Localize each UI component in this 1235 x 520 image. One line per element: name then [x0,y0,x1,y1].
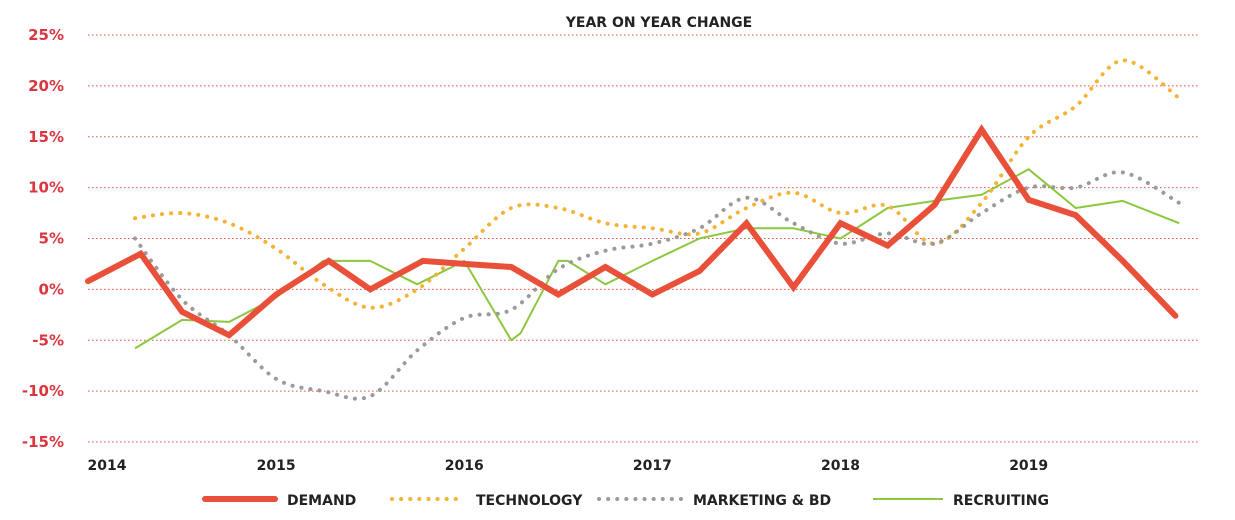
y-tick-label: -15% [22,433,64,451]
gridlines [88,34,1198,443]
legend-item-recruiting: RECRUITING [873,493,1049,509]
y-tick-label: 25% [28,26,64,44]
x-tick-label: 2016 [445,458,484,474]
series-line-technology [133,58,1182,310]
legend-label: TECHNOLOGY [476,493,583,509]
legend-label: DEMAND [287,493,356,509]
series-line-recruiting [134,168,1180,350]
x-axis-ticks: 2014 2015 2016 2017 2018 2019 [88,458,1049,474]
y-tick-label: -10% [22,382,64,400]
legend-label: RECRUITING [953,493,1049,509]
x-tick-label: 2018 [821,458,860,474]
y-tick-label: 10% [28,179,64,197]
x-tick-label: 2014 [88,458,127,474]
legend-item-demand: DEMAND [202,493,356,509]
legend: DEMAND TECHNOLOGY MARKETING & BD RECRUITING [202,493,1049,509]
legend-label: MARKETING & BD [693,493,831,509]
legend-item-marketing-bd: MARKETING & BD [597,493,831,509]
series-layer [85,58,1182,401]
y-tick-label: 5% [39,230,64,248]
y-tick-label: 15% [28,128,64,146]
chart-title: YEAR ON YEAR CHANGE [565,15,752,31]
series-line-demand [85,124,1179,339]
x-tick-label: 2017 [633,458,672,474]
y-axis-ticks: 25% 20% 15% 10% 5% 0% -5% -10% -15% [22,26,64,451]
y-tick-label: 20% [28,77,64,95]
legend-item-technology: TECHNOLOGY [390,493,583,509]
y-tick-label: 0% [39,280,64,298]
x-tick-label: 2019 [1009,458,1048,474]
series-line-marketing-bd [133,170,1182,401]
y-tick-label: -5% [32,331,64,349]
x-tick-label: 2015 [257,458,296,474]
